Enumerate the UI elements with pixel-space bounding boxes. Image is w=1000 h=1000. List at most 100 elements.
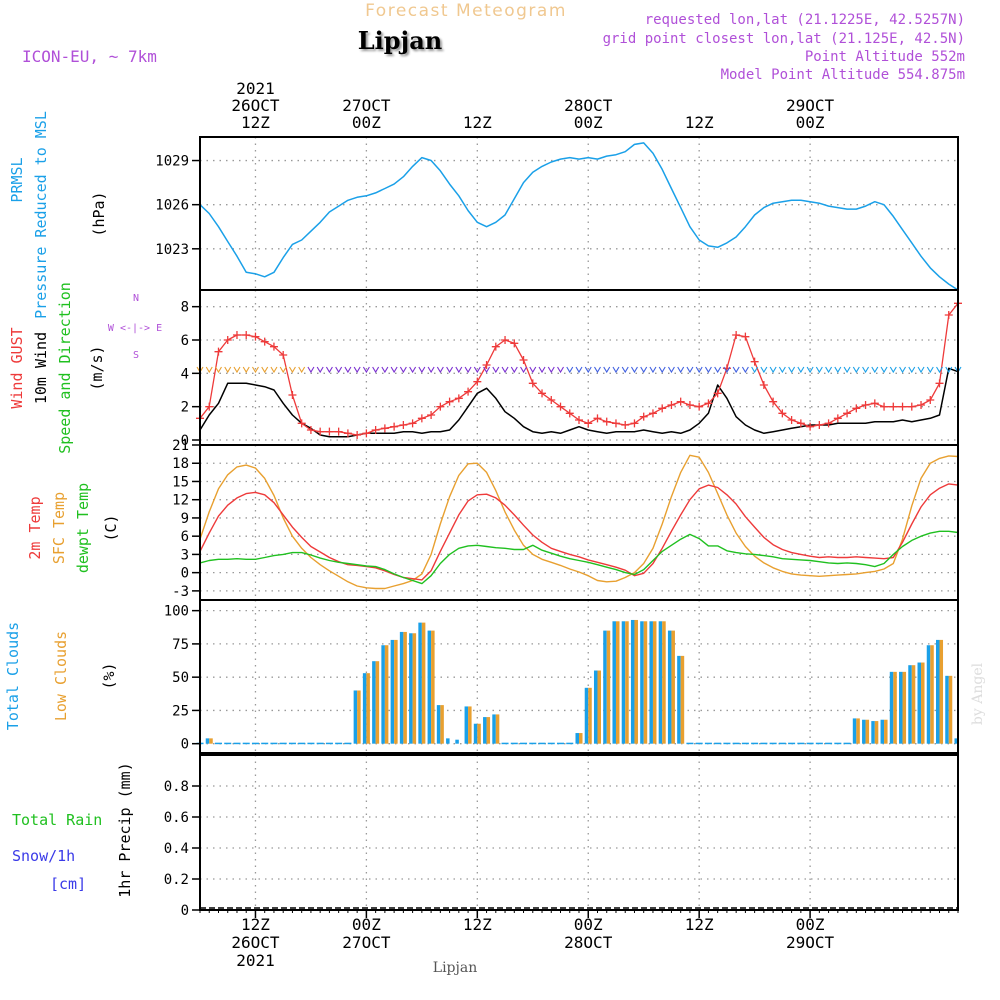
y-tick-label: 9 [181,511,189,527]
y-tick-label: 50 [172,670,189,686]
wind-direction-arrow [427,366,435,374]
y-tick-label: 0.4 [164,841,189,857]
wind-direction-arrow [704,366,712,374]
side-label-2m-temp: 2m Temp [26,496,44,559]
bar-total-clouds [714,742,722,745]
wind-direction-arrow [492,366,500,374]
wind-direction-arrow [325,366,333,374]
gust-marker [880,402,889,411]
wind-direction-arrow [899,366,907,374]
bar-low-clouds [588,687,592,744]
y-tick-label: 1026 [155,198,189,214]
top-time-label: 26OCT [231,96,280,115]
wind-direction-arrow [843,366,851,374]
bar-total-clouds [492,714,496,744]
wind-direction-arrow [584,366,592,374]
top-time-label: 29OCT [786,96,835,115]
y-tick-label: 0.6 [164,810,189,826]
gust-marker [528,379,537,388]
gust-marker [852,404,861,413]
wind-direction-arrow [372,366,380,374]
marks-layer [196,142,962,909]
wind-direction-arrow [936,366,943,374]
y-tick-label: 6 [181,529,189,545]
y-tick-label: 12 [172,493,189,509]
bottom-time-label: 12Z [463,915,492,934]
gust-marker [390,422,399,431]
side-label-low-clouds: Low Clouds [52,631,70,721]
bar-low-clouds [625,621,629,744]
series-line-pressure [199,142,959,291]
wind-direction-arrow [630,366,638,374]
bar-total-clouds [667,630,672,744]
bar-total-clouds [270,742,278,745]
gust-marker [445,397,454,406]
bar-total-clouds [251,742,259,745]
bar-total-clouds [603,630,607,744]
bar-total-clouds [353,690,358,744]
wind-direction-arrow [436,366,444,374]
top-time-label: 00Z [796,113,825,132]
bar-total-clouds [815,742,823,745]
wind-direction-arrow [714,366,722,374]
top-time-label: 12Z [241,113,270,132]
y-tick-label: 18 [172,456,189,472]
gust-marker [371,426,380,434]
wind-direction-arrow [279,366,287,374]
wind-direction-arrow [788,366,796,374]
y-tick-label: 8 [181,300,189,316]
bar-low-clouds [384,645,389,744]
bar-total-clouds [788,742,796,745]
footer-location: Lipjan [433,960,477,976]
top-time-label: 2021 [236,79,275,98]
gust-marker [732,331,741,339]
bottom-time-label: 29OCT [786,933,835,952]
top-time-label: 28OCT [564,96,613,115]
wind-direction-arrow [390,366,398,374]
wind-direction-arrow [917,366,925,374]
gust-marker [759,381,768,389]
bar-total-clouds [298,742,306,745]
gust-marker [399,421,408,429]
bar-total-clouds [704,742,712,745]
y-tick-label: 1023 [155,242,189,258]
y-label-wind: (m/s) [88,345,106,390]
bar-low-clouds [421,622,426,744]
bar-total-clouds [677,655,681,744]
wind-direction-arrow [815,366,823,374]
y-label-clouds: (%) [100,662,118,689]
wind-direction-arrow [603,366,611,374]
wind-direction-arrow [852,366,860,374]
gust-marker [667,401,676,409]
side-label-snow-unit: [cm] [50,875,86,893]
bar-total-clouds [834,742,842,745]
gust-marker [602,417,611,426]
gust-marker [926,396,935,404]
bar-total-clouds [520,742,528,745]
gust-marker [621,421,630,429]
gust-marker [501,336,510,344]
gust-marker [547,396,556,404]
wind-direction-arrow [695,366,703,374]
bar-total-clouds [446,738,450,744]
bar-total-clouds [335,742,343,745]
wind-direction-arrow [215,366,222,374]
gust-marker [584,419,593,428]
panel-frame-temperature [199,444,959,601]
bar-low-clouds [412,633,417,744]
bar-total-clouds [279,742,287,745]
bar-low-clouds [357,690,361,744]
compass-south: S [133,350,139,361]
bar-total-clouds [935,639,940,744]
bar-total-clouds [658,621,663,744]
gust-marker [510,339,519,348]
wind-direction-arrow [418,366,426,374]
bottom-time-label: 27OCT [342,933,391,952]
wind-direction-arrow [362,366,370,374]
wind-direction-arrow [926,366,934,374]
bar-low-clouds [579,733,583,744]
bar-total-clouds [325,742,333,745]
series-line-dewpt-temp [199,530,959,585]
gust-marker [833,414,842,423]
series-line-sfc-temp [199,454,959,590]
